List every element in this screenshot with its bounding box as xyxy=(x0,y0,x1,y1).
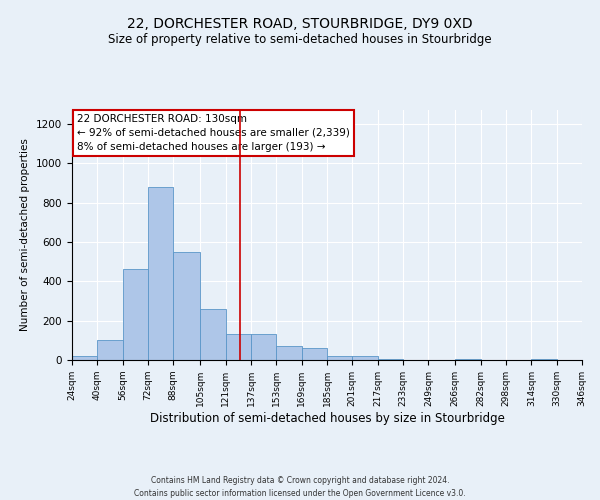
Y-axis label: Number of semi-detached properties: Number of semi-detached properties xyxy=(20,138,31,332)
Bar xyxy=(226,334,251,360)
Bar xyxy=(352,356,377,360)
Bar xyxy=(327,356,352,360)
Bar xyxy=(148,187,173,360)
Bar xyxy=(302,348,327,360)
Bar xyxy=(173,252,200,360)
Bar xyxy=(72,356,97,360)
Text: 22 DORCHESTER ROAD: 130sqm
← 92% of semi-detached houses are smaller (2,339)
8% : 22 DORCHESTER ROAD: 130sqm ← 92% of semi… xyxy=(77,114,350,152)
Bar xyxy=(532,359,557,360)
Bar xyxy=(200,309,226,360)
Bar xyxy=(251,334,277,360)
Text: Contains HM Land Registry data © Crown copyright and database right 2024.
Contai: Contains HM Land Registry data © Crown c… xyxy=(134,476,466,498)
Bar xyxy=(122,270,148,360)
Bar xyxy=(377,359,403,360)
Text: Size of property relative to semi-detached houses in Stourbridge: Size of property relative to semi-detach… xyxy=(108,32,492,46)
Bar xyxy=(277,346,302,360)
X-axis label: Distribution of semi-detached houses by size in Stourbridge: Distribution of semi-detached houses by … xyxy=(149,412,505,424)
Bar xyxy=(97,340,122,360)
Text: 22, DORCHESTER ROAD, STOURBRIDGE, DY9 0XD: 22, DORCHESTER ROAD, STOURBRIDGE, DY9 0X… xyxy=(127,18,473,32)
Bar xyxy=(455,359,481,360)
